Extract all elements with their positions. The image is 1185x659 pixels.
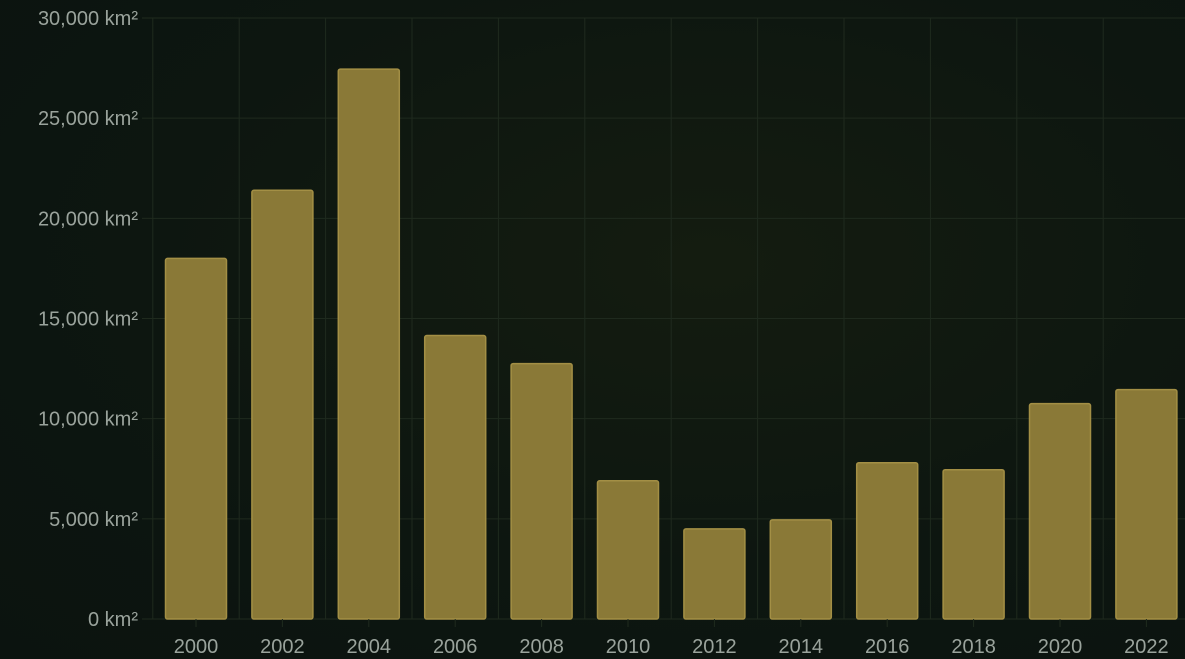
x-tick-label: 2010	[606, 636, 651, 658]
x-tick-label: 2014	[779, 636, 824, 658]
x-tick-label: 2020	[1038, 636, 1083, 658]
y-tick-label: 0 km²	[88, 609, 138, 631]
bar-2012[interactable]	[683, 528, 746, 620]
bar-2000[interactable]	[164, 257, 228, 620]
y-tick-label: 10,000 km²	[38, 409, 138, 431]
bars	[164, 68, 1178, 620]
y-tick-label: 20,000 km²	[38, 208, 138, 230]
x-axis: 2000 2002 2004 2006 2008 2010 2012 2014 2016 2018…	[174, 619, 1169, 658]
bar-2014[interactable]	[769, 519, 833, 620]
y-axis: 0 km² 5,000 km² 10,000 km² 15,000 km² 20,000…	[38, 8, 138, 631]
x-tick-label: 2002	[260, 636, 305, 658]
y-tick-label: 25,000 km²	[38, 108, 138, 130]
x-tick-label: 2016	[865, 636, 910, 658]
bar-2004[interactable]	[337, 68, 401, 620]
x-tick-label: 2008	[519, 636, 564, 658]
bar-2016[interactable]	[855, 461, 919, 620]
x-tick-label: 2006	[433, 636, 478, 658]
bar-2006[interactable]	[423, 334, 487, 620]
bar-2010[interactable]	[596, 480, 660, 620]
grid-lines	[142, 17, 1185, 620]
y-tick-label: 15,000 km²	[38, 309, 138, 331]
x-tick-label: 2018	[951, 636, 996, 658]
bar-2018[interactable]	[942, 469, 1005, 620]
x-tick-label: 2004	[347, 636, 392, 658]
bar-2008[interactable]	[510, 362, 573, 620]
x-tick-label: 2012	[692, 636, 737, 658]
x-tick-label: 2000	[174, 636, 219, 658]
y-tick-label: 30,000 km²	[38, 8, 138, 30]
bar-2022[interactable]	[1115, 388, 1178, 620]
bar-2002[interactable]	[251, 189, 314, 620]
y-tick-label: 5,000 km²	[49, 509, 138, 531]
bar-2020[interactable]	[1028, 402, 1092, 620]
x-tick-label: 2022	[1124, 636, 1169, 658]
